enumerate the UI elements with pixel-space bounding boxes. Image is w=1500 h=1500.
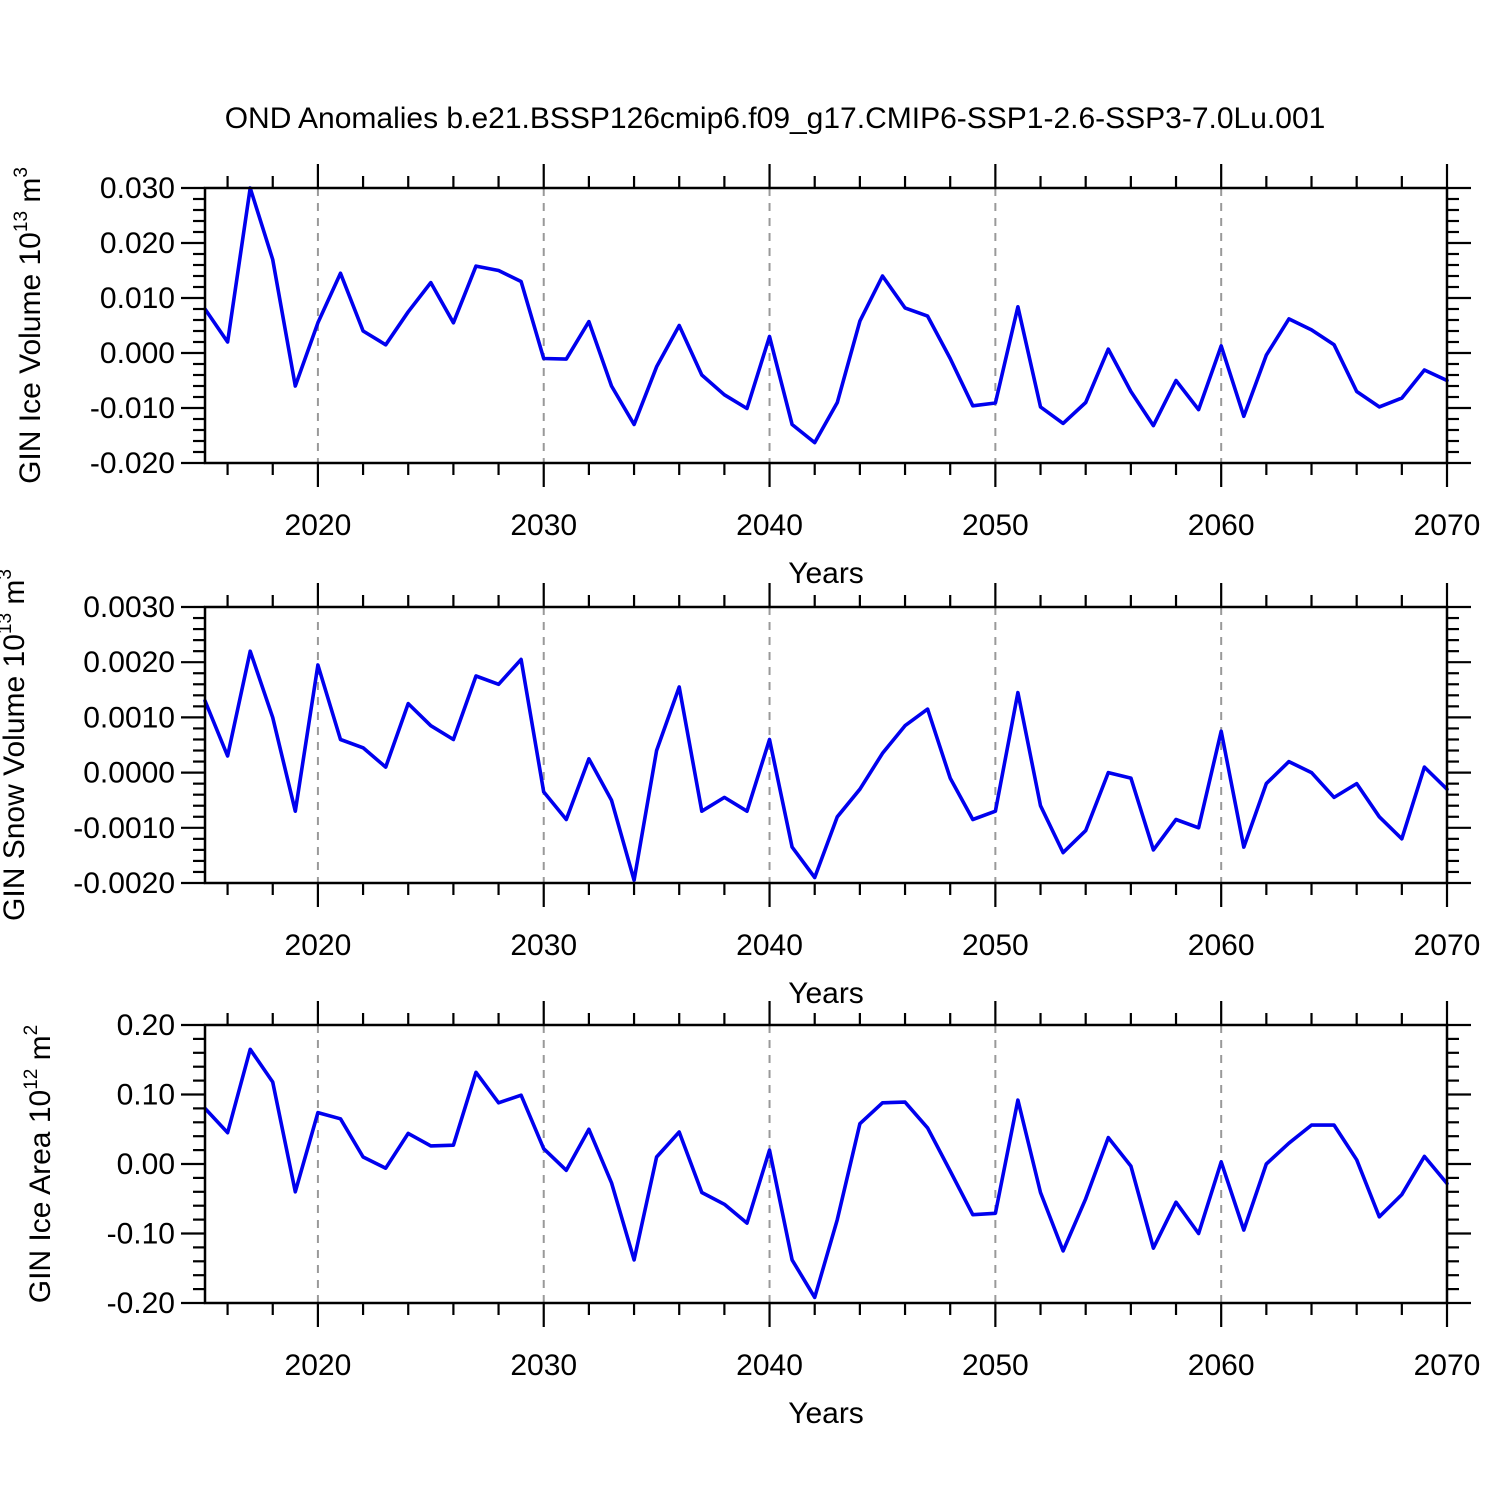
y-axis-title-text: m bbox=[0, 580, 31, 613]
panels: 0.030 0.020 0.010 0.000 -0.010 -0.020 2020 2030… bbox=[0, 164, 1480, 1430]
y-axis-title: GIN Snow Volume 1013 m3 bbox=[0, 569, 31, 921]
x-tick-label: 2050 bbox=[962, 509, 1029, 542]
ticks bbox=[181, 583, 1471, 907]
x-tick-label: 2070 bbox=[1414, 929, 1481, 962]
panel-gin-ice-area: 0.20 0.10 0.00 -0.10 -0.20 2020 2030 2040 2050 20… bbox=[21, 1001, 1480, 1430]
y-axis-title-sup: 13 bbox=[11, 211, 32, 232]
y-axis-title-sup: 13 bbox=[0, 613, 16, 634]
data-line-gin-ice-volume bbox=[203, 186, 1449, 445]
y-tick-label: 0.000 bbox=[100, 337, 175, 370]
x-tick-label: 2060 bbox=[1188, 1349, 1255, 1382]
y-tick-label: 0.030 bbox=[100, 172, 175, 205]
y-tick-label: 0.20 bbox=[117, 1009, 175, 1042]
x-tick-label: 2070 bbox=[1414, 509, 1481, 542]
y-axis-title-text: GIN Ice Area 10 bbox=[24, 1090, 57, 1303]
y-tick-label: 0.0000 bbox=[83, 757, 175, 790]
y-tick-label: -0.0010 bbox=[73, 812, 175, 845]
y-tick-label: 0.020 bbox=[100, 227, 175, 260]
x-tick-label: 2020 bbox=[285, 1349, 352, 1382]
x-axis-title: Years bbox=[788, 977, 864, 1010]
y-tick-label: 0.0030 bbox=[83, 591, 175, 624]
x-tick-label: 2020 bbox=[285, 509, 352, 542]
x-tick-label: 2040 bbox=[736, 929, 803, 962]
y-axis-title-text: m bbox=[24, 1035, 57, 1068]
x-tick-label: 2070 bbox=[1414, 1349, 1481, 1382]
y-tick-label: -0.020 bbox=[90, 447, 175, 480]
plot-frame bbox=[203, 605, 1449, 885]
y-axis-title-sup: 12 bbox=[21, 1069, 42, 1090]
x-tick-label: 2060 bbox=[1188, 509, 1255, 542]
x-axis-title: Years bbox=[788, 1397, 864, 1430]
x-tick-label: 2030 bbox=[510, 1349, 577, 1382]
y-tick-label: -0.20 bbox=[107, 1287, 175, 1320]
y-tick-label: 0.00 bbox=[117, 1148, 175, 1181]
x-tick-label: 2060 bbox=[1188, 929, 1255, 962]
data-line-gin-ice-area bbox=[203, 1047, 1449, 1300]
x-tick-label: 2040 bbox=[736, 509, 803, 542]
y-axis-title: GIN Ice Area 1012 m2 bbox=[21, 1025, 57, 1304]
y-axis-title-text: m bbox=[14, 178, 47, 211]
y-axis-title-sup: 2 bbox=[21, 1025, 42, 1036]
data-line-gin-snow-volume bbox=[203, 649, 1449, 883]
y-tick-label: 0.0010 bbox=[83, 701, 175, 734]
y-axis-title-text: GIN Ice Volume 10 bbox=[14, 232, 47, 484]
y-tick-label: -0.10 bbox=[107, 1218, 175, 1251]
y-tick-label: 0.10 bbox=[117, 1079, 175, 1112]
ticks bbox=[181, 1001, 1471, 1327]
y-tick-label: -0.010 bbox=[90, 392, 175, 425]
y-tick-label: -0.0020 bbox=[73, 867, 175, 900]
x-tick-label: 2040 bbox=[736, 1349, 803, 1382]
panel-gin-snow-volume: 0.0030 0.0020 0.0010 0.0000 -0.0010 -0.0020 20… bbox=[0, 569, 1480, 1010]
y-tick-label: 0.010 bbox=[100, 282, 175, 315]
chart-title: OND Anomalies b.e21.BSSP126cmip6.f09_g17… bbox=[225, 102, 1326, 135]
x-tick-label: 2050 bbox=[962, 1349, 1029, 1382]
x-tick-label: 2030 bbox=[510, 929, 577, 962]
x-tick-label: 2020 bbox=[285, 929, 352, 962]
plot-frame bbox=[203, 186, 1449, 465]
x-axis-title: Years bbox=[788, 557, 864, 590]
y-axis-title: GIN Ice Volume 1013 m3 bbox=[11, 167, 47, 484]
ticks bbox=[181, 164, 1471, 487]
y-tick-label: 0.0020 bbox=[83, 646, 175, 679]
y-axis-title-text: GIN Snow Volume 10 bbox=[0, 634, 31, 921]
y-axis-title-sup: 3 bbox=[11, 167, 32, 178]
x-tick-label: 2030 bbox=[510, 509, 577, 542]
y-axis-title-sup: 3 bbox=[0, 569, 16, 580]
x-tick-label: 2050 bbox=[962, 929, 1029, 962]
panel-gin-ice-volume: 0.030 0.020 0.010 0.000 -0.010 -0.020 2020 2030… bbox=[11, 164, 1480, 590]
